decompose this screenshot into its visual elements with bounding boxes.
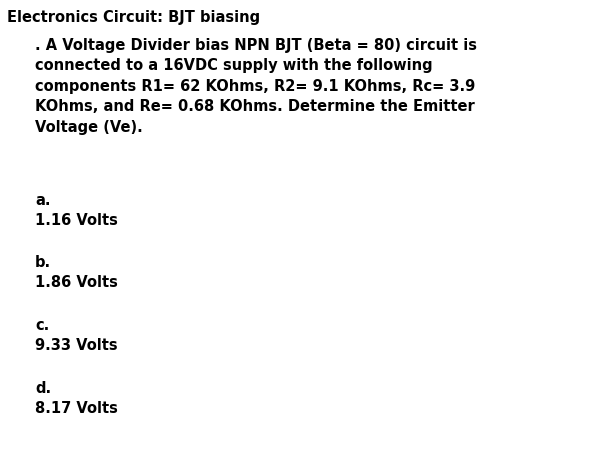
Text: 1.86 Volts: 1.86 Volts — [35, 275, 118, 290]
Text: 1.16 Volts: 1.16 Volts — [35, 213, 118, 228]
Text: Electronics Circuit: BJT biasing: Electronics Circuit: BJT biasing — [7, 10, 260, 25]
Text: 8.17 Volts: 8.17 Volts — [35, 401, 118, 416]
Text: . A Voltage Divider bias NPN BJT (Beta = 80) circuit is
connected to a 16VDC sup: . A Voltage Divider bias NPN BJT (Beta =… — [35, 38, 477, 135]
Text: 9.33 Volts: 9.33 Volts — [35, 338, 118, 353]
Text: b.: b. — [35, 255, 51, 270]
Text: c.: c. — [35, 318, 49, 333]
Text: d.: d. — [35, 381, 51, 396]
Text: a.: a. — [35, 193, 50, 208]
